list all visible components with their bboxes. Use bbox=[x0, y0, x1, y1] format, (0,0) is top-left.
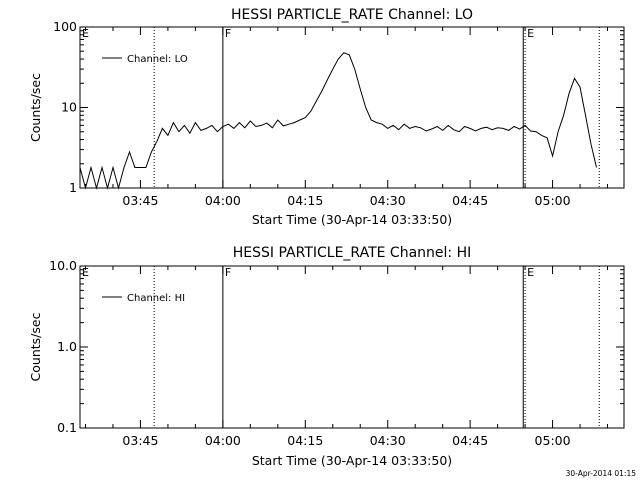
y-tick-label: 1 bbox=[69, 180, 77, 195]
y-axis-label: Counts/sec bbox=[28, 312, 43, 381]
plot-frame bbox=[79, 265, 625, 429]
legend-label: Channel: HI bbox=[127, 293, 185, 304]
footer-timestamp-wrap: 30-Apr-2014 01:15 bbox=[540, 463, 636, 481]
y-tick-label: 10.0 bbox=[49, 258, 77, 273]
x-tick-label: 04:00 bbox=[205, 193, 241, 208]
x-tick-label: 04:15 bbox=[287, 433, 323, 448]
x-tick-label: 05:00 bbox=[535, 193, 571, 208]
x-tick-label: 04:00 bbox=[205, 433, 241, 448]
y-tick-label: 1.0 bbox=[57, 339, 77, 354]
y-tick-label: 100 bbox=[53, 19, 77, 34]
segment-label: E bbox=[82, 27, 89, 40]
chart-title: HESSI PARTICLE_RATE Channel: HI bbox=[233, 245, 471, 261]
segment-label: E bbox=[82, 266, 89, 279]
x-tick-label: 03:45 bbox=[122, 193, 158, 208]
segment-label: F bbox=[225, 27, 231, 40]
x-axis-label: Start Time (30-Apr-14 03:33:50) bbox=[252, 453, 452, 468]
x-axis-label: Start Time (30-Apr-14 03:33:50) bbox=[252, 212, 452, 227]
segment-label: F bbox=[225, 266, 231, 279]
x-tick-label: 04:15 bbox=[287, 193, 323, 208]
x-tick-label: 04:45 bbox=[452, 193, 488, 208]
chart-panel-2: HESSI PARTICLE_RATE Channel: HI 03:45 04:0… bbox=[28, 245, 625, 468]
x-tick-label: 04:45 bbox=[452, 433, 488, 448]
y-tick-label: 0.1 bbox=[57, 420, 77, 435]
legend-label: Channel: LO bbox=[127, 54, 188, 65]
segment-label: E bbox=[527, 27, 534, 40]
plot-frame bbox=[79, 26, 625, 189]
y-tick-label: 10 bbox=[61, 100, 77, 115]
series-line bbox=[79, 52, 597, 190]
y-axis-label: Counts/sec bbox=[28, 73, 43, 142]
segment-label: E bbox=[527, 266, 534, 279]
x-tick-label: 04:30 bbox=[370, 433, 406, 448]
x-tick-label: 03:45 bbox=[122, 433, 158, 448]
x-tick-label: 05:00 bbox=[535, 433, 571, 448]
x-tick-label: 04:30 bbox=[370, 193, 406, 208]
chart-title: HESSI PARTICLE_RATE Channel: LO bbox=[231, 7, 473, 23]
footer-timestamp: 30-Apr-2014 01:15 bbox=[565, 469, 636, 478]
chart-panel-1: HESSI PARTICLE_RATE Channel: LO 03:45 04:0… bbox=[28, 7, 625, 227]
